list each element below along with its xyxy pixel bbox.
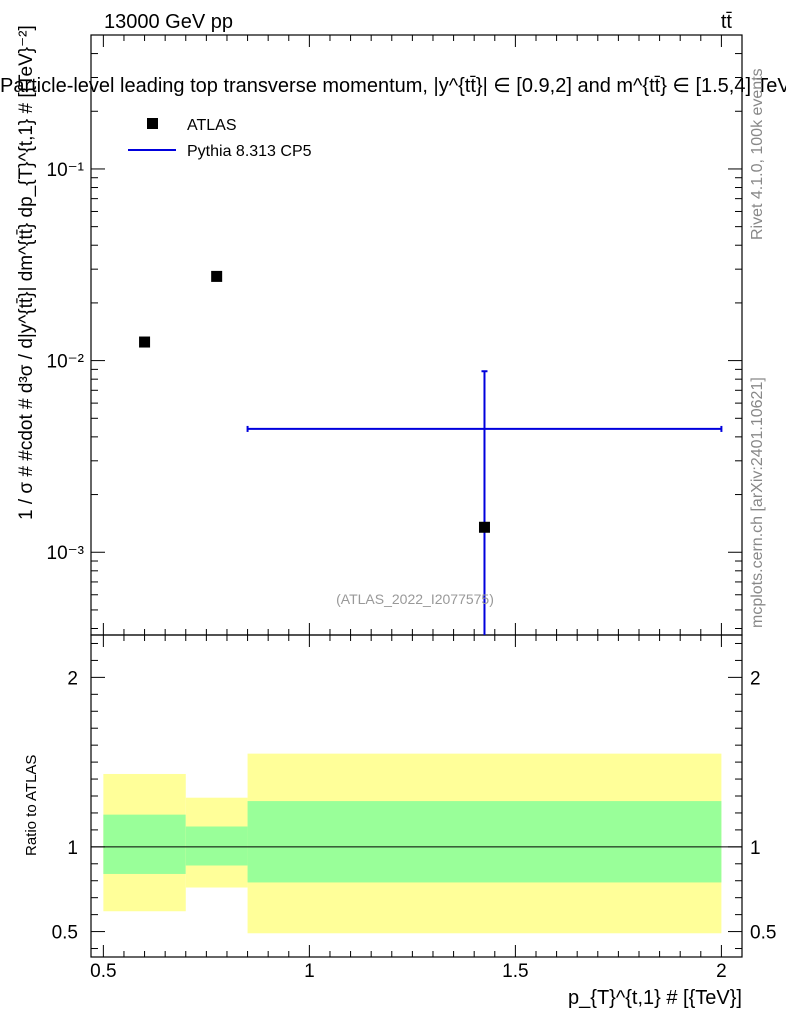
data-marks xyxy=(139,270,723,635)
ratio-bands xyxy=(91,753,742,934)
ytick-ratio-label-left: 1 xyxy=(67,838,78,859)
xtick-label: 2 xyxy=(716,961,727,982)
ytick-ratio-label-right: 0.5 xyxy=(750,923,776,944)
xtick-label: 1 xyxy=(304,961,315,982)
xtick-label: 1.5 xyxy=(502,961,528,982)
legend-atlas-label: ATLAS xyxy=(187,117,237,134)
axis-ticks: 0.5 1 1.5 2 10⁻¹ 10⁻² 10⁻³ 0.5 0.5 1 1 2 2 xyxy=(47,34,776,982)
ratio-band-inner-1 xyxy=(185,826,248,866)
process-label: tt̄ xyxy=(721,11,733,33)
plot-title: Particle-level leading top transverse mo… xyxy=(0,75,786,97)
side-label-bottom: mcplots.cern.ch [arXiv:2401.10621] xyxy=(749,377,766,628)
ratio-band-inner-0 xyxy=(103,814,186,874)
ratio-ylabel: Ratio to ATLAS xyxy=(23,755,40,856)
ytick-ratio-label-right: 2 xyxy=(750,668,761,689)
main-ylabel: 1 / σ # #cdot # d³σ / d|y^{tt̄}| dm^{tt̄… xyxy=(16,25,37,520)
legend-pythia-label: Pythia 8.313 CP5 xyxy=(187,143,312,160)
ratio-band-inner-2 xyxy=(247,801,722,883)
side-label-top: Rivet 4.1.0, 100k events xyxy=(749,68,766,240)
atlas-point xyxy=(139,336,151,348)
watermark: (ATLAS_2022_I2077575) xyxy=(336,591,494,607)
ytick-ratio-label-left: 0.5 xyxy=(52,923,78,944)
xtick-label: 0.5 xyxy=(90,961,116,982)
ytick-main-label: 10⁻² xyxy=(47,352,85,373)
ytick-ratio-label-right: 1 xyxy=(750,838,761,859)
ytick-main-label: 10⁻¹ xyxy=(47,160,85,181)
xlabel: p_{T}^{t,1} # [{TeV}] xyxy=(568,987,742,1009)
atlas-point xyxy=(211,270,223,282)
ytick-main-label: 10⁻³ xyxy=(47,543,85,564)
legend-atlas-marker xyxy=(147,118,158,129)
ytick-ratio-label-left: 2 xyxy=(67,668,78,689)
energy-label: 13000 GeV pp xyxy=(104,11,233,33)
atlas-point xyxy=(478,521,490,533)
